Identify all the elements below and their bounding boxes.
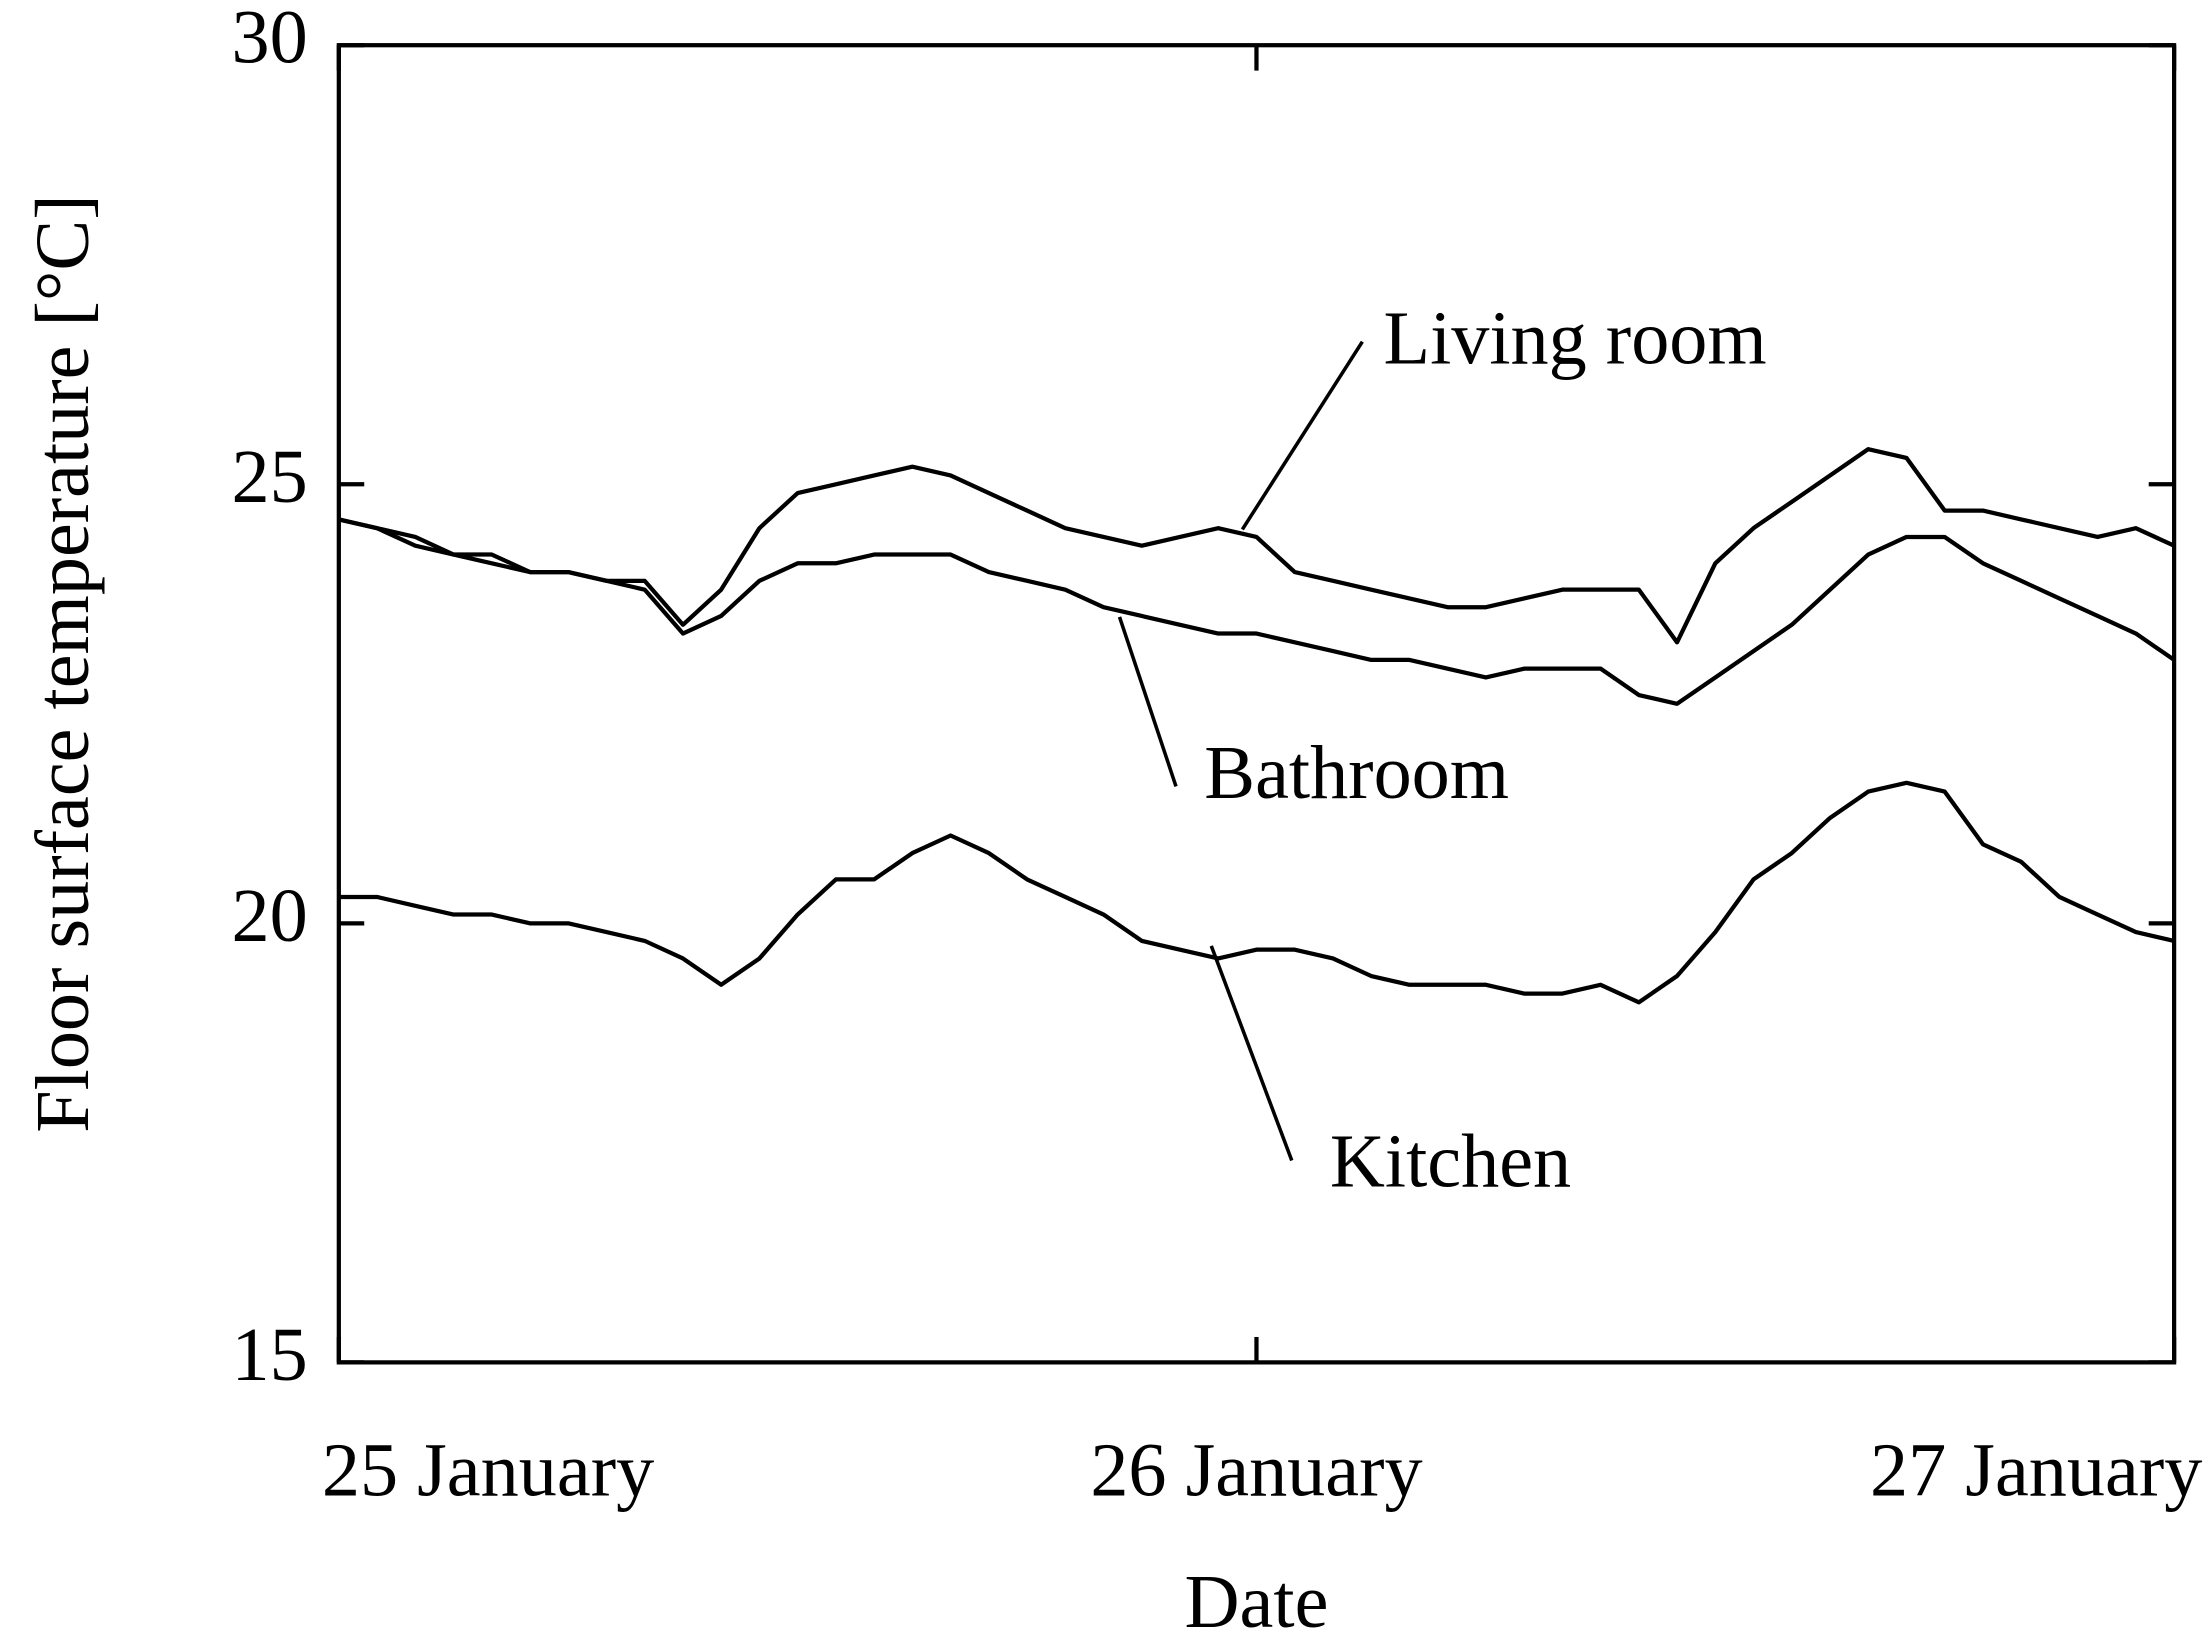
leader-line xyxy=(1240,340,1364,531)
plot-frame xyxy=(336,43,2177,1365)
y-tick-label: 30 xyxy=(232,0,308,80)
series-annotation: Bathroom xyxy=(1204,731,1509,815)
series-line xyxy=(338,447,2176,645)
leader-line xyxy=(1117,616,1178,787)
x-axis-title: Date xyxy=(1185,1560,1329,1644)
y-tick-label: 20 xyxy=(232,874,308,958)
y-tick-label: 25 xyxy=(232,435,308,519)
x-tick-label: 25 January xyxy=(322,1429,654,1513)
y-tick-label: 15 xyxy=(232,1313,308,1397)
series-annotation: Living room xyxy=(1384,296,1767,380)
series-annotation: Kitchen xyxy=(1330,1119,1571,1203)
y-axis-title: Floor surface temperature [°C] xyxy=(21,194,105,1132)
series-line xyxy=(338,517,2176,706)
series-line xyxy=(338,780,2175,1005)
leader-line xyxy=(1209,945,1294,1162)
x-tick-label: 27 January xyxy=(1870,1429,2202,1513)
x-tick-label: 26 January xyxy=(1090,1429,1422,1513)
